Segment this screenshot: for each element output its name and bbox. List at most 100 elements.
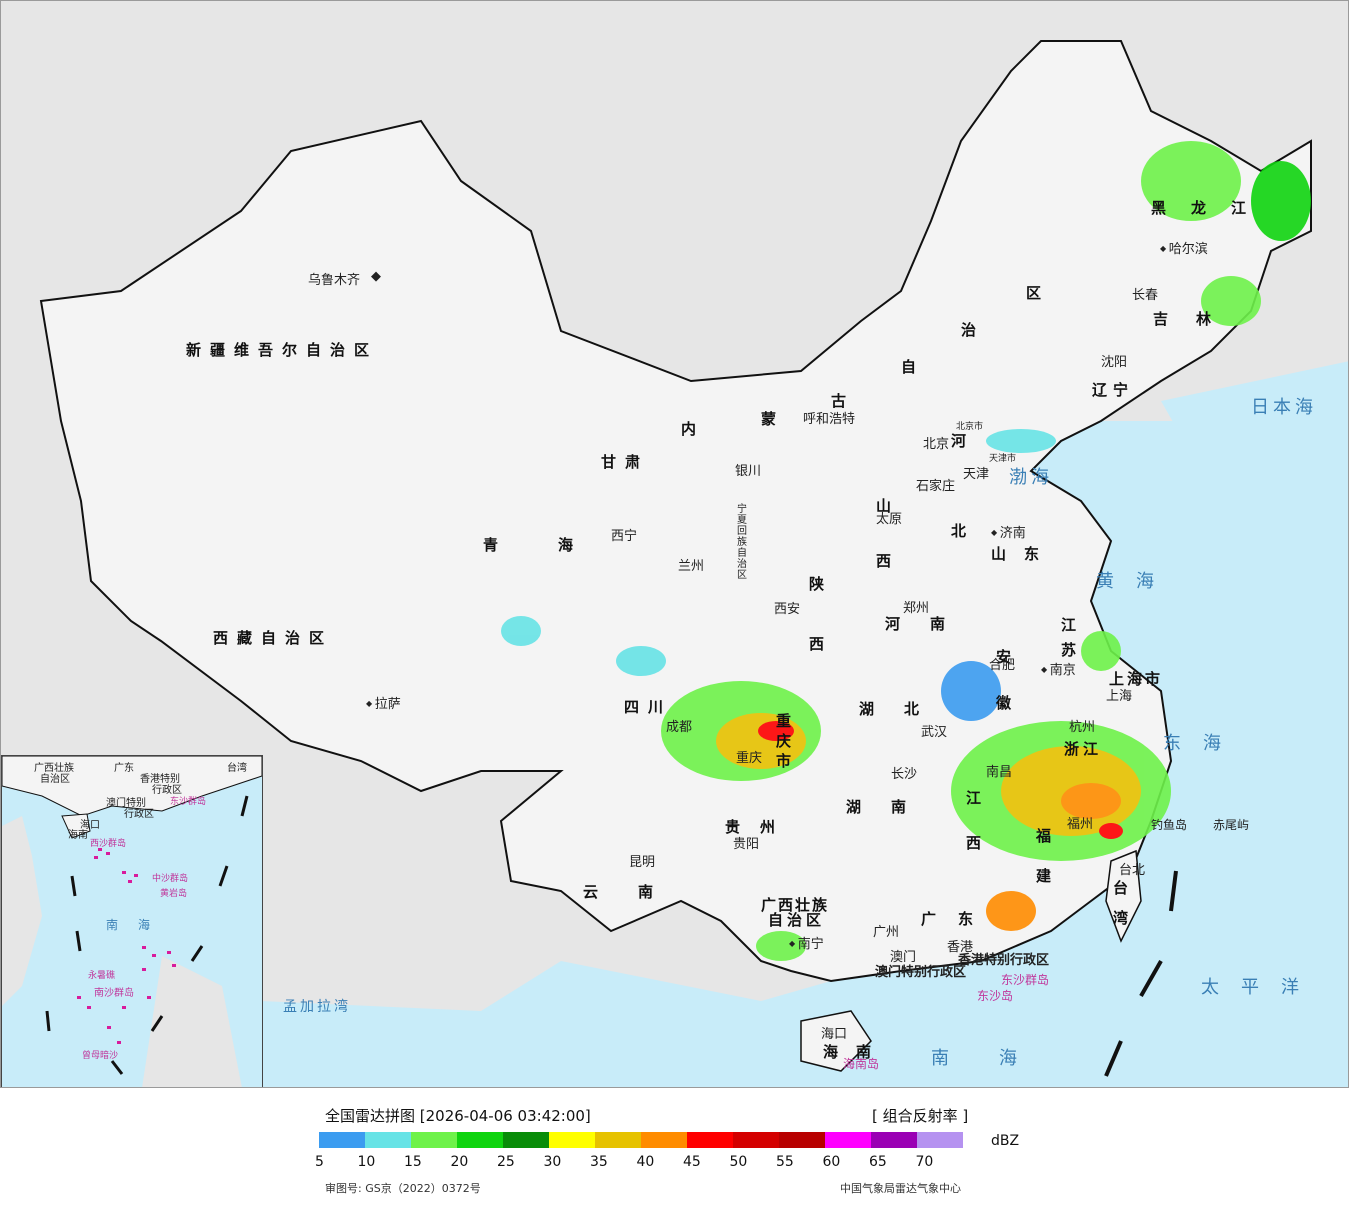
city-harbin: 哈尔滨	[1160, 238, 1208, 257]
city-hohhot: 呼和浩特	[803, 412, 856, 427]
nine-dash-line	[1104, 870, 1178, 1077]
sea-bengal: 孟加拉湾	[283, 999, 351, 1015]
label-hebei: 河北	[951, 432, 976, 540]
scale-tick-label: 30	[543, 1154, 562, 1170]
city-wuhan: 武汉	[921, 725, 948, 740]
south-china-sea-inset: 广西壮族 自治区 广东 香港特别 行政区 澳门特别 行政区 东沙群岛 海口 海南…	[1, 755, 263, 1087]
inset-hk: 香港特别	[140, 774, 180, 785]
source-credit: 中国气象局雷达气象中心	[840, 1182, 961, 1195]
city-shijiazhuang: 石家庄	[916, 479, 956, 494]
label-tibet: 西藏自治区	[213, 629, 334, 647]
label-guangxi: 广西壮族	[761, 896, 830, 914]
label-sichuan: 四川	[624, 698, 673, 716]
inset-guangdong: 广东	[114, 763, 134, 774]
label-jiangsu: 江苏	[1061, 616, 1086, 659]
label-fujian: 福建	[1036, 827, 1061, 885]
review-number: 审图号: GS京（2022）0372号	[325, 1182, 481, 1195]
scale-tick-label: 5	[315, 1154, 324, 1170]
legend-unit: dBZ	[991, 1133, 1020, 1149]
city-taipei: 台北	[1119, 863, 1146, 878]
city-macau: 澳门	[890, 950, 917, 965]
scale-tick-label: 55	[776, 1154, 794, 1170]
inset-south-sea: 南海	[106, 918, 171, 932]
city-hefei: 合肥	[989, 658, 1016, 673]
color-swatch	[549, 1132, 595, 1148]
scale-tick-label: 65	[869, 1154, 887, 1170]
label-hainan: 海南	[823, 1043, 890, 1061]
city-lhasa: 拉萨	[366, 693, 401, 712]
radar-echoes	[501, 141, 1311, 961]
city-yinchuan: 银川	[735, 464, 762, 479]
sar-hongkong: 香港特别行政区	[958, 953, 1050, 968]
inset-hk-2: 行政区	[152, 785, 182, 796]
color-swatch	[733, 1132, 779, 1148]
label-gansu: 甘肃	[601, 453, 650, 471]
inset-yongshu: 永暑礁	[88, 971, 116, 981]
inset-macau: 澳门特别	[106, 798, 146, 809]
city-fuzhou: 福州	[1067, 817, 1094, 832]
color-scale-bar	[319, 1132, 963, 1148]
inset-canvas	[2, 756, 262, 1087]
legend-panel: 全国雷达拼图 [2026-04-06 03:42:00] [ 组合反射率 ] d…	[0, 1088, 1349, 1208]
label-hunan: 湖南	[846, 798, 937, 816]
label-taiwan: 台湾	[1113, 879, 1138, 927]
label-henan: 河南	[885, 615, 976, 633]
label-chongqing: 重庆市	[776, 712, 801, 770]
color-swatch	[457, 1132, 503, 1148]
map-canvas	[39, 40, 1348, 1087]
inset-xisha: 西沙群岛	[90, 839, 127, 849]
japan-sea	[1161, 361, 1348, 471]
city-urumqi-dot: ◆	[371, 269, 381, 284]
city-urumqi: 乌鲁木齐	[308, 273, 361, 288]
label-jiangxi: 江西	[966, 789, 991, 852]
color-swatch	[917, 1132, 963, 1148]
color-swatch	[503, 1132, 549, 1148]
inset-huangyan: 黄岩岛	[160, 889, 188, 899]
sea-yellow: 黄海	[1096, 571, 1176, 592]
city-chongqing: 重庆	[736, 751, 763, 766]
label-jilin: 吉林	[1153, 310, 1240, 328]
label-hubei: 湖北	[859, 700, 950, 718]
sar-macau: 澳门特别行政区	[875, 965, 967, 980]
radar-map: 新疆维吾尔自治区 西藏自治区 青海 甘肃 四川 云南 贵州 重庆市 陕西 山西 …	[0, 0, 1349, 1088]
color-swatch	[365, 1132, 411, 1148]
scale-tick-label: 20	[450, 1154, 469, 1170]
city-hongkong: 香港	[947, 940, 974, 955]
city-changsha: 长沙	[891, 767, 918, 782]
scale-tick-label: 15	[404, 1154, 422, 1170]
label-qinghai: 青海	[483, 536, 634, 554]
scale-tick-label: 60	[822, 1154, 841, 1170]
city-xining: 西宁	[611, 529, 638, 544]
color-swatch	[825, 1132, 871, 1148]
label-guangdong: 广东	[921, 910, 996, 928]
city-haikou: 海口	[821, 1027, 848, 1042]
city-chengdu: 成都	[666, 720, 693, 735]
label-neimenggu-2: 蒙	[761, 410, 786, 428]
sea-pacific: 太平洋	[1201, 977, 1321, 998]
inset-macau-2: 行政区	[124, 809, 154, 820]
scale-tick-label: 40	[636, 1154, 655, 1170]
inset-guangxi: 广西壮族	[34, 763, 74, 774]
color-swatch	[411, 1132, 457, 1148]
color-swatch	[687, 1132, 733, 1148]
label-shandong: 山东	[991, 545, 1058, 563]
label-neimenggu-4: 自	[901, 358, 926, 376]
city-beijing: 北京	[923, 437, 950, 452]
label-yunnan: 云南	[583, 883, 694, 901]
city-changchun: 长春	[1132, 288, 1159, 303]
island-chiwei: 赤尾屿	[1213, 818, 1250, 832]
city-shenyang: 沈阳	[1101, 355, 1128, 370]
color-swatch	[595, 1132, 641, 1148]
scale-tick-label: 50	[729, 1154, 748, 1170]
city-xian: 西安	[774, 602, 801, 617]
island-dongsha: 东沙岛	[977, 989, 1014, 1003]
inset-guangxi-2: 自治区	[40, 774, 70, 785]
scale-tick-label: 10	[357, 1154, 376, 1170]
scale-tick-label: 35	[590, 1154, 608, 1170]
label-shanxi: 山西	[876, 497, 901, 570]
scale-tick-label: 25	[497, 1154, 515, 1170]
island-diaoyu: 钓鱼岛	[1151, 818, 1188, 832]
inset-haikou: 海口	[80, 820, 100, 831]
legend-product: [ 组合反射率 ]	[872, 1107, 969, 1125]
taiwan-island	[1105, 849, 1142, 943]
